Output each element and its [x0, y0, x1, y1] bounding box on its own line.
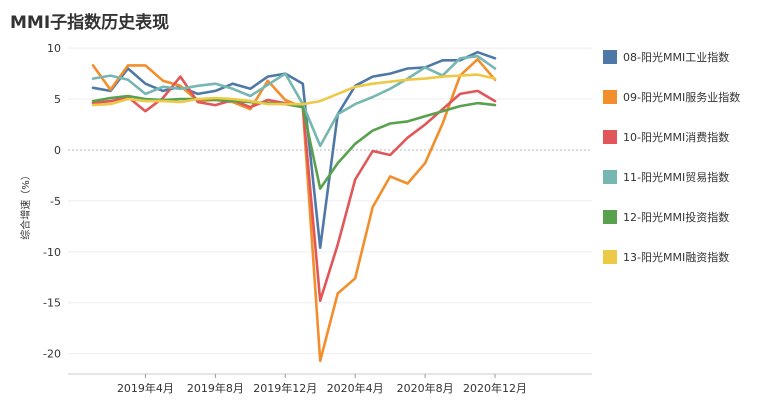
- x-tick-label: 2019年8月: [187, 381, 244, 395]
- series-line-4: [91, 54, 497, 148]
- x-tick-label: 2019年4月: [117, 381, 174, 395]
- legend-swatch: [603, 210, 617, 224]
- legend-item[interactable]: 10-阳光MMI消费指数: [603, 130, 729, 144]
- y-tick-label: 10: [47, 42, 61, 55]
- legend-label: 11-阳光MMI贸易指数: [623, 170, 729, 184]
- legend: 08-阳光MMI工业指数 09-阳光MMI服务业指数 10-阳光MMI消费指数 11-…: [603, 50, 740, 264]
- y-tick-label: 5: [54, 93, 61, 106]
- legend-label: 10-阳光MMI消费指数: [623, 130, 729, 144]
- y-tick-label: -20: [43, 348, 61, 361]
- series-lines: [91, 50, 497, 363]
- chart-title: MMI子指数历史表现: [10, 13, 170, 33]
- series-line-6: [91, 73, 497, 107]
- y-axis: 10 5 0 -5 -10 -15 -20: [43, 42, 61, 361]
- grid: [68, 47, 592, 355]
- x-axis: 2019年4月 2019年8月 2019年12月 2020年4月 2020年8月 2020…: [68, 373, 592, 395]
- series-line-3: [91, 75, 497, 303]
- y-tick-label: -10: [43, 246, 61, 259]
- legend-label: 09-阳光MMI服务业指数: [623, 90, 740, 104]
- legend-item[interactable]: 12-阳光MMI投资指数: [603, 210, 729, 224]
- legend-label: 13-阳光MMI融资指数: [623, 250, 729, 264]
- legend-item[interactable]: 08-阳光MMI工业指数: [603, 50, 729, 64]
- y-tick-label: -5: [50, 195, 61, 208]
- legend-swatch: [603, 90, 617, 104]
- y-tick-label: -15: [43, 297, 61, 310]
- legend-label: 08-阳光MMI工业指数: [623, 50, 729, 64]
- legend-item[interactable]: 09-阳光MMI服务业指数: [603, 90, 740, 104]
- legend-item[interactable]: 13-阳光MMI融资指数: [603, 250, 729, 264]
- y-tick-label: 0: [54, 144, 61, 157]
- x-tick-label: 2020年12月: [463, 381, 527, 395]
- y-axis-title: 综合增速（%）: [19, 170, 32, 240]
- legend-swatch: [603, 50, 617, 64]
- legend-swatch: [603, 130, 617, 144]
- legend-swatch: [603, 250, 617, 264]
- legend-item[interactable]: 11-阳光MMI贸易指数: [603, 170, 729, 184]
- x-tick-label: 2019年12月: [253, 381, 317, 395]
- x-tick-label: 2020年4月: [327, 381, 384, 395]
- series-line-1: [91, 50, 497, 249]
- legend-swatch: [603, 170, 617, 184]
- legend-label: 12-阳光MMI投资指数: [623, 210, 729, 224]
- x-tick-label: 2020年8月: [397, 381, 454, 395]
